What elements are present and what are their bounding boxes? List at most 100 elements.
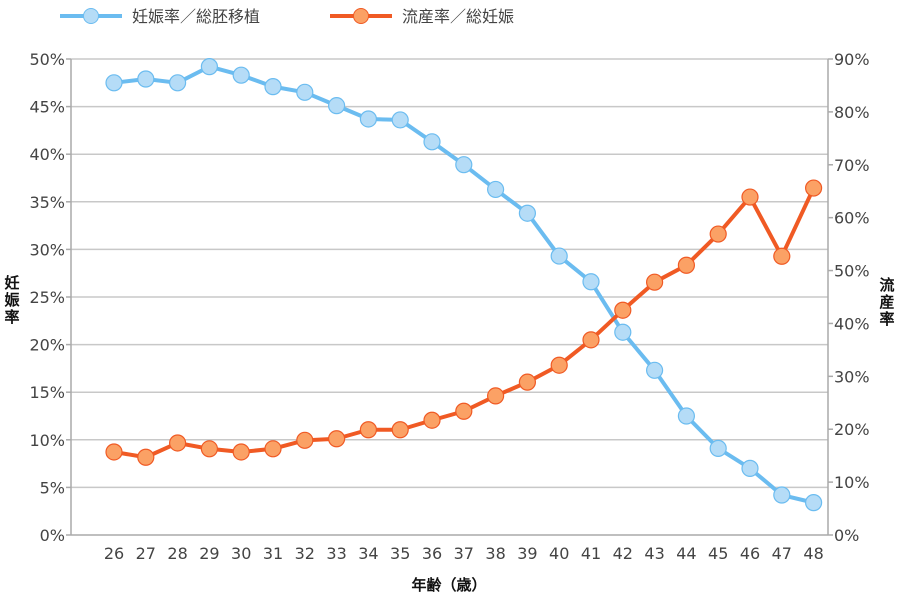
data-point	[137, 448, 155, 466]
x-tick-label: 36	[422, 544, 442, 563]
right-tick-label: 0%	[834, 526, 859, 545]
series-line	[113, 64, 815, 505]
y2-axis-title: 流産率	[879, 276, 894, 328]
data-point	[709, 439, 727, 457]
series-2	[105, 179, 823, 466]
data-point	[169, 74, 187, 92]
x-tick-label: 40	[549, 544, 569, 563]
x-tick-label: 46	[740, 544, 760, 563]
data-point	[264, 440, 282, 458]
left-tick-label: 30%	[29, 240, 65, 259]
data-point	[645, 273, 664, 291]
x-tick-label: 26	[104, 544, 124, 563]
data-point	[455, 156, 473, 174]
left-tick-label: 15%	[29, 383, 65, 402]
x-axis-title: 年齢（歳）	[411, 576, 486, 594]
data-point	[359, 421, 377, 439]
data-point	[423, 411, 441, 429]
x-tick-label: 48	[803, 544, 823, 563]
data-point	[645, 361, 664, 379]
x-tick-label: 37	[454, 544, 474, 563]
data-point	[582, 331, 600, 349]
data-point	[105, 74, 123, 92]
right-tick-label: 90%	[834, 50, 870, 69]
left-tick-label: 45%	[29, 98, 65, 117]
right-tick-label: 60%	[834, 209, 870, 228]
legend-marker	[83, 8, 99, 24]
left-tick-label: 35%	[29, 193, 65, 212]
right-tick-label: 50%	[834, 262, 870, 281]
data-point	[232, 443, 250, 461]
x-tick-label: 39	[517, 544, 537, 563]
data-point	[264, 78, 282, 96]
right-tick-label: 70%	[834, 156, 870, 175]
right-tick-label: 80%	[834, 103, 870, 122]
data-point	[169, 434, 187, 452]
data-point	[550, 247, 568, 265]
legend: 妊娠率／総胚移植 流産率／総妊娠	[60, 7, 514, 26]
x-tick-label: 34	[358, 544, 378, 563]
legend-item: 流産率／総妊娠	[330, 7, 514, 26]
left-tick-label: 40%	[29, 145, 65, 164]
y-axis-title: 妊娠率	[4, 274, 20, 326]
data-point	[137, 70, 155, 88]
data-point	[677, 256, 696, 274]
data-point	[518, 204, 537, 222]
left-tick-label: 5%	[40, 478, 65, 497]
x-tick-label: 43	[644, 544, 664, 563]
x-tick-label: 35	[390, 544, 410, 563]
data-point	[105, 443, 123, 461]
data-point	[550, 356, 568, 374]
x-axis-ticks: 26 27 28 29 30 31 32 33 34 35 36 37 38 39 40 41 42 43 44 45…	[104, 544, 824, 563]
x-tick-label: 29	[199, 544, 219, 563]
legend-label: 妊娠率／総胚移植	[132, 7, 260, 26]
x-tick-label: 31	[263, 544, 283, 563]
left-tick-label: 20%	[29, 336, 65, 355]
x-tick-label: 42	[613, 544, 633, 563]
left-tick-label: 10%	[29, 431, 65, 450]
data-point	[518, 373, 537, 391]
series-1	[105, 58, 823, 512]
data-point	[328, 97, 346, 115]
data-point	[741, 188, 759, 206]
right-tick-label: 10%	[834, 473, 870, 492]
data-point	[487, 180, 505, 199]
left-tick-label: 25%	[29, 288, 65, 307]
data-point	[804, 494, 823, 512]
right-tick-label: 40%	[834, 314, 870, 333]
data-point	[487, 387, 505, 405]
data-point	[582, 273, 600, 291]
data-point	[391, 421, 409, 439]
data-point	[741, 459, 759, 477]
x-tick-label: 41	[581, 544, 601, 563]
data-point	[200, 440, 218, 458]
data-point	[773, 247, 791, 265]
x-tick-label: 27	[136, 544, 156, 563]
legend-label: 流産率／総妊娠	[402, 7, 514, 26]
data-point	[773, 486, 791, 504]
legend-item: 妊娠率／総胚移植	[60, 7, 260, 26]
data-point	[328, 430, 346, 448]
right-axis-ticks: 0% 10% 20% 30% 40% 50% 60% 70% 80% 90%	[828, 50, 870, 545]
data-point	[455, 402, 473, 420]
x-tick-label: 30	[231, 544, 251, 563]
data-point	[359, 110, 377, 128]
data-point	[200, 58, 218, 76]
x-tick-label: 32	[295, 544, 315, 563]
data-point	[804, 179, 823, 197]
x-tick-label: 33	[326, 544, 346, 563]
left-tick-label: 0%	[40, 526, 65, 545]
data-point	[709, 225, 727, 243]
x-tick-label: 47	[772, 544, 792, 563]
x-tick-label: 38	[485, 544, 505, 563]
right-tick-label: 30%	[834, 367, 870, 386]
legend-marker	[353, 8, 369, 24]
data-point	[423, 133, 441, 151]
x-tick-label: 45	[708, 544, 728, 563]
data-point	[614, 301, 632, 319]
data-point	[614, 323, 632, 341]
right-tick-label: 20%	[834, 420, 870, 439]
left-tick-label: 50%	[29, 50, 65, 69]
data-point	[296, 431, 314, 449]
